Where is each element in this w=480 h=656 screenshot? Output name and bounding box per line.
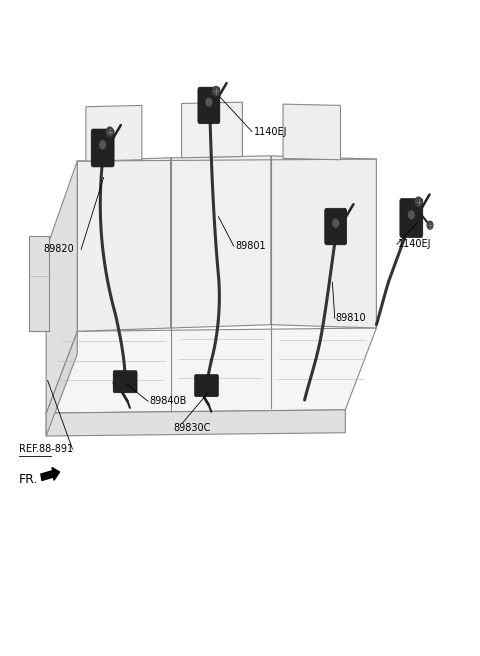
Polygon shape bbox=[46, 410, 345, 436]
Polygon shape bbox=[271, 156, 376, 328]
Circle shape bbox=[333, 219, 338, 227]
Text: FR.: FR. bbox=[19, 474, 38, 486]
Polygon shape bbox=[29, 236, 48, 331]
Text: 89830C: 89830C bbox=[173, 422, 210, 432]
Text: 89801: 89801 bbox=[235, 241, 266, 251]
FancyArrow shape bbox=[41, 468, 60, 480]
Polygon shape bbox=[181, 102, 242, 158]
Circle shape bbox=[206, 98, 212, 106]
FancyBboxPatch shape bbox=[194, 375, 218, 397]
Text: 1140EJ: 1140EJ bbox=[254, 127, 288, 136]
Text: 1140EJ: 1140EJ bbox=[398, 239, 432, 249]
Circle shape bbox=[100, 141, 106, 149]
Polygon shape bbox=[77, 158, 170, 331]
Circle shape bbox=[427, 221, 433, 229]
Circle shape bbox=[107, 127, 113, 136]
FancyBboxPatch shape bbox=[324, 208, 347, 245]
Text: 89840B: 89840B bbox=[149, 396, 186, 406]
Polygon shape bbox=[46, 331, 77, 436]
FancyBboxPatch shape bbox=[91, 129, 114, 167]
Polygon shape bbox=[86, 106, 142, 161]
FancyBboxPatch shape bbox=[400, 198, 423, 237]
FancyBboxPatch shape bbox=[113, 371, 137, 393]
FancyBboxPatch shape bbox=[198, 87, 220, 124]
Circle shape bbox=[213, 87, 219, 96]
Polygon shape bbox=[46, 161, 77, 413]
Polygon shape bbox=[46, 328, 376, 413]
Circle shape bbox=[408, 211, 414, 218]
Text: REF.88-891: REF.88-891 bbox=[19, 444, 73, 454]
Polygon shape bbox=[113, 380, 129, 390]
Text: 89820: 89820 bbox=[44, 245, 74, 255]
Polygon shape bbox=[170, 156, 271, 328]
Polygon shape bbox=[283, 104, 340, 160]
Text: 89810: 89810 bbox=[336, 313, 366, 323]
Circle shape bbox=[415, 197, 422, 206]
